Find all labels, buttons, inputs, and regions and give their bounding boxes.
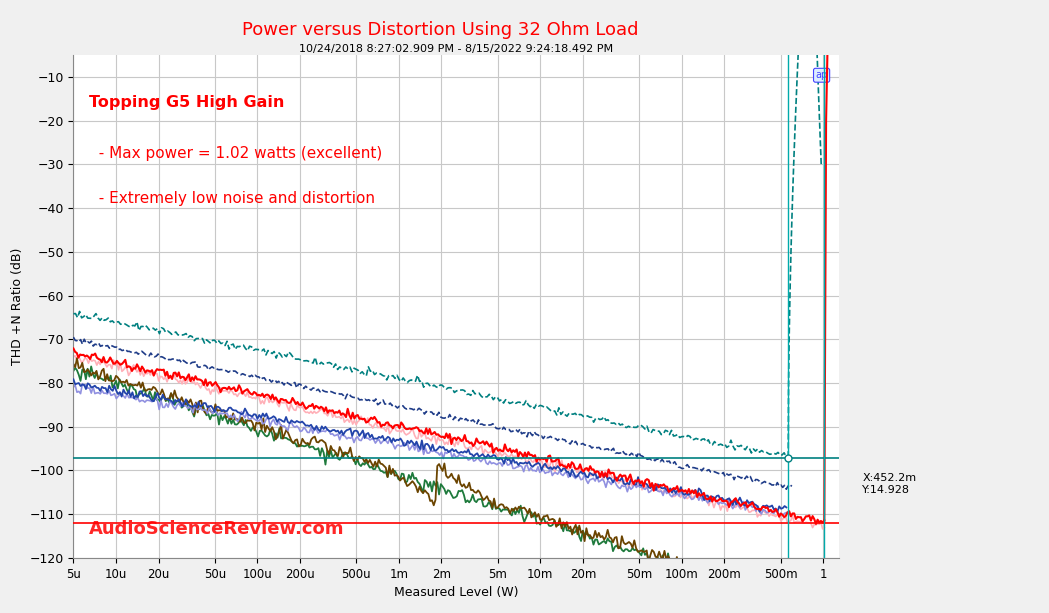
Text: Power versus Distortion Using 32 Ohm Load: Power versus Distortion Using 32 Ohm Loa… (242, 21, 639, 39)
Text: - Max power = 1.02 watts (excellent): - Max power = 1.02 watts (excellent) (89, 146, 382, 161)
Text: Topping DX3Pro Low Gain: Topping DX3Pro Low Gain (886, 107, 1020, 117)
FancyBboxPatch shape (857, 163, 880, 177)
FancyBboxPatch shape (852, 74, 1044, 110)
FancyBboxPatch shape (857, 105, 880, 118)
Text: Cursors: Cursors (921, 289, 975, 302)
FancyBboxPatch shape (857, 124, 880, 137)
Text: Y:-112.006: Y:-112.006 (861, 443, 920, 452)
Text: △ Delta: △ Delta (857, 456, 897, 466)
FancyBboxPatch shape (857, 322, 880, 337)
Text: DX3 Pro High Gain  2: DX3 Pro High Gain 2 (886, 325, 996, 335)
Text: X:452.2m: X:452.2m (862, 473, 917, 483)
Text: Topping G5 High Gain: Topping G5 High Gain (89, 96, 284, 110)
Text: Topping G5 High Gain  3: Topping G5 High Gain 3 (886, 146, 1012, 156)
Text: Ch2  3: Ch2 3 (886, 166, 920, 175)
Text: Ch2  5: Ch2 5 (886, 243, 920, 253)
FancyBboxPatch shape (857, 183, 880, 196)
FancyBboxPatch shape (857, 144, 880, 157)
Text: X:566.9m: X:566.9m (861, 354, 916, 364)
Text: Y:-97.078: Y:-97.078 (861, 376, 914, 386)
Text: Y:14.928: Y:14.928 (862, 485, 911, 495)
Text: Ch2  4: Ch2 4 (886, 204, 920, 215)
Text: Medium Gain  4: Medium Gain 4 (886, 185, 968, 195)
FancyBboxPatch shape (857, 202, 880, 215)
Text: DX3 Pro High Gain  2: DX3 Pro High Gain 2 (886, 126, 996, 137)
Text: Topping G5 High Gain  3: Topping G5 High Gain 3 (886, 393, 1012, 403)
Y-axis label: THD +N Ratio (dB): THD +N Ratio (dB) (10, 248, 24, 365)
FancyBboxPatch shape (857, 222, 880, 235)
Text: Data: Data (932, 85, 964, 98)
FancyBboxPatch shape (852, 282, 1044, 310)
FancyBboxPatch shape (857, 390, 880, 405)
Text: ap: ap (815, 70, 828, 80)
Text: - Extremely low noise and distortion: - Extremely low noise and distortion (89, 191, 374, 206)
Title: 10/24/2018 8:27:02.909 PM - 8/15/2022 9:24:18.492 PM: 10/24/2018 8:27:02.909 PM - 8/15/2022 9:… (299, 44, 614, 55)
FancyBboxPatch shape (857, 241, 880, 254)
Text: AudioScienceReview.com: AudioScienceReview.com (89, 520, 344, 538)
Text: Low Gain  5: Low Gain 5 (886, 224, 947, 234)
Text: X:1.019: X:1.019 (861, 421, 904, 430)
X-axis label: Measured Level (W): Measured Level (W) (394, 586, 518, 599)
